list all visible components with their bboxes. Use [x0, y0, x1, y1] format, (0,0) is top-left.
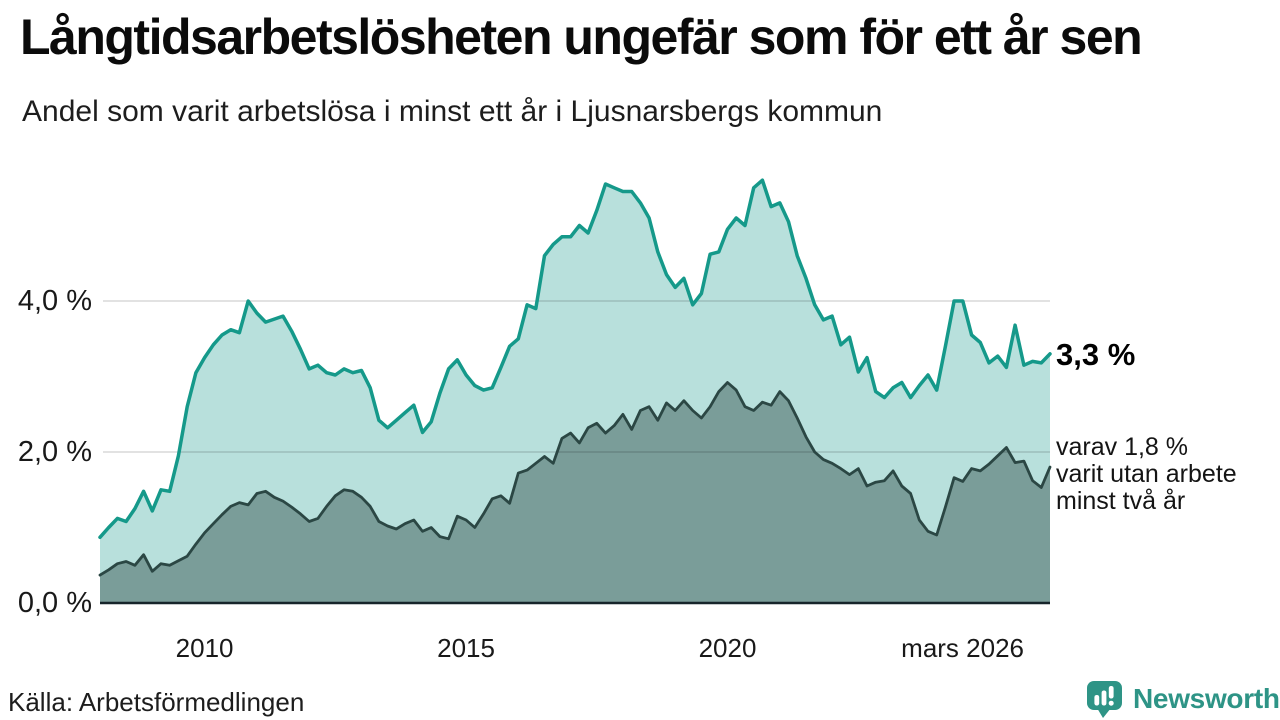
newsworthy-wordmark: Newsworthy [1133, 683, 1280, 714]
newsworthy-logo: Newsworthy [1085, 679, 1280, 719]
subset-end-label: varav 1,8 % varit utan arbete minst två … [1056, 434, 1237, 515]
x-tick-label: 2020 [698, 633, 757, 663]
x-tick-label: mars 2026 [901, 633, 1024, 663]
y-tick-label: 2,0 % [17, 436, 92, 468]
subset-end-label-line3: minst två år [1056, 487, 1186, 515]
source-attribution: Källa: Arbetsförmedlingen [8, 687, 305, 717]
subset-end-label-line1: varav 1,8 % [1056, 433, 1189, 461]
x-tick-label: 2015 [437, 633, 495, 663]
total-end-value-label: 3,3 % [1056, 337, 1136, 372]
page-subtitle: Andel som varit arbetslösa i minst ett å… [22, 95, 883, 128]
x-tick-label: 2010 [175, 633, 234, 663]
y-tick-label: 0,0 % [17, 587, 92, 619]
page-title: Långtidsarbetslösheten ungefär som för e… [20, 9, 1143, 65]
gridlines [103, 300, 1050, 453]
newsworthy-pin-barchart-icon [1087, 681, 1122, 718]
subset-area-fill [100, 382, 1050, 603]
subset-line [98, 381, 1052, 577]
subset-end-label-line2: varit utan arbete [1056, 460, 1237, 488]
total-line [98, 178, 1052, 540]
total-area-fill [100, 180, 1050, 603]
y-tick-label: 4,0 % [17, 285, 92, 317]
